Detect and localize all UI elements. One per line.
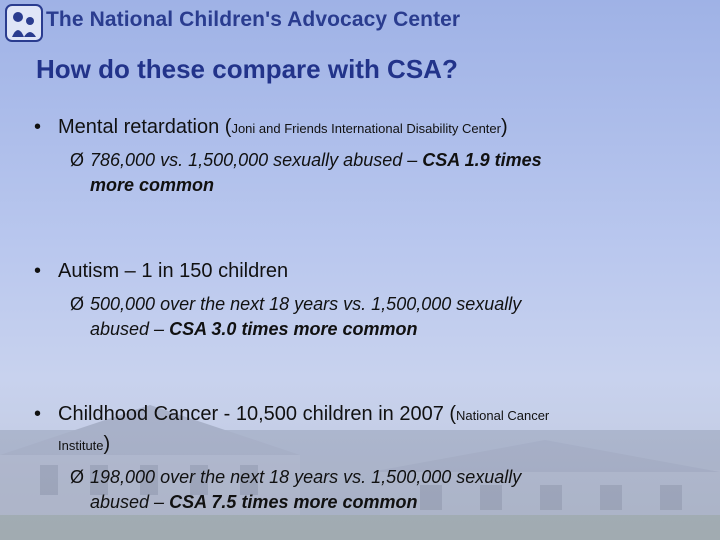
bullet-text: Mental retardation bbox=[58, 116, 225, 138]
bullet-icon: • bbox=[34, 116, 42, 138]
bullet-childhood-cancer-cont: Institute) bbox=[58, 433, 110, 456]
paren-open: ( bbox=[224, 116, 232, 138]
arrow-bullet-icon: Ø bbox=[70, 150, 85, 170]
source-citation: Joni and Friends International Disabilit… bbox=[231, 121, 501, 136]
sub-text: 500,000 over the next 18 years vs. 1,500… bbox=[90, 294, 522, 314]
source-citation: National Cancer bbox=[456, 408, 550, 423]
sub-text-emphasis: CSA 3.0 times more common bbox=[169, 319, 418, 339]
sub-text-emphasis: CSA 7.5 times more common bbox=[169, 492, 418, 512]
sub-text: 786,000 vs. 1,500,000 sexually abused – bbox=[90, 150, 423, 170]
sub-text-emphasis-cont: more common bbox=[90, 175, 215, 195]
arrow-bullet-icon: Ø bbox=[70, 467, 85, 487]
paren-close: ) bbox=[500, 116, 508, 138]
arrow-bullet-icon: Ø bbox=[70, 294, 85, 314]
paren-open: ( bbox=[449, 403, 457, 425]
sub-text: 198,000 over the next 18 years vs. 1,500… bbox=[90, 467, 522, 487]
header-bar: The National Children's Advocacy Center bbox=[0, 0, 720, 44]
sub-text-cont: abused – bbox=[90, 319, 170, 339]
sub-text-emphasis: CSA 1.9 times bbox=[422, 150, 542, 170]
bullet-icon: • bbox=[34, 260, 42, 282]
source-citation-cont: Institute bbox=[58, 438, 104, 453]
sub-bullet-mental-retardation: Ø 786,000 vs. 1,500,000 sexually abused –… bbox=[70, 148, 670, 198]
sub-text-cont: abused – bbox=[90, 492, 170, 512]
paren-close: ) bbox=[103, 433, 111, 455]
bullet-childhood-cancer: • Childhood Cancer - 10,500 children in 2… bbox=[34, 403, 549, 426]
bullet-autism: • Autism – 1 in 150 children bbox=[34, 260, 288, 283]
bullet-mental-retardation: • Mental retardation (Joni and Friends In… bbox=[34, 116, 508, 139]
bullet-text: Childhood Cancer - 10,500 children in 20… bbox=[58, 403, 450, 425]
sub-bullet-childhood-cancer: Ø 198,000 over the next 18 years vs. 1,50… bbox=[70, 465, 670, 515]
bullet-icon: • bbox=[34, 403, 42, 425]
bullet-text: Autism – 1 in 150 children bbox=[58, 260, 289, 282]
organization-name: The National Children's Advocacy Center bbox=[46, 8, 461, 31]
sub-bullet-autism: Ø 500,000 over the next 18 years vs. 1,50… bbox=[70, 292, 670, 342]
ncac-logo-icon bbox=[5, 4, 43, 42]
slide-title: How do these compare with CSA? bbox=[36, 54, 458, 84]
